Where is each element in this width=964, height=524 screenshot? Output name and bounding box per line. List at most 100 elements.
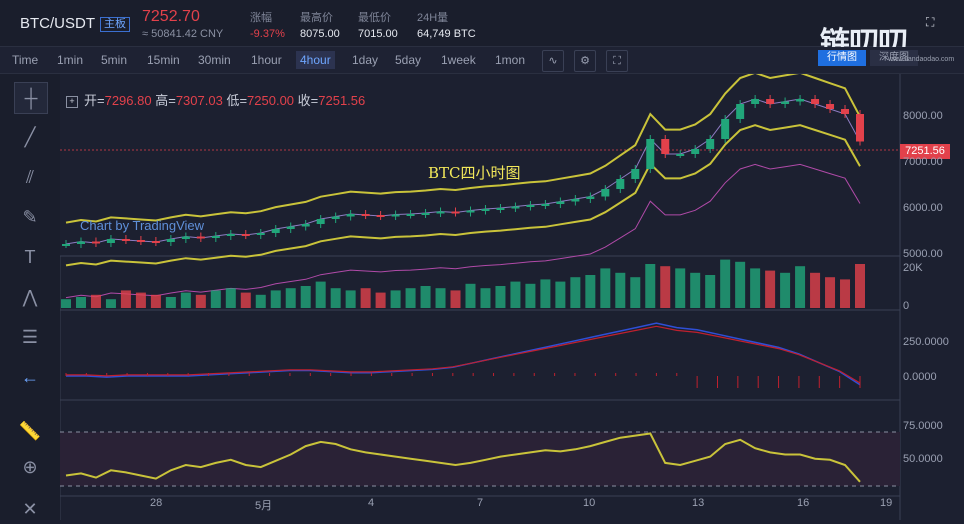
x-tick-16: 16 xyxy=(797,497,810,509)
candle-body xyxy=(406,214,415,216)
candle-body xyxy=(571,199,580,202)
candle-body xyxy=(76,241,85,244)
volume-bar xyxy=(585,275,596,308)
collapse-icon[interactable]: + xyxy=(66,95,78,108)
volume-bar xyxy=(555,281,566,308)
tradingview-watermark[interactable]: Chart by TradingView xyxy=(80,218,205,233)
candle-body xyxy=(721,119,730,139)
stat-low: 最低价 7015.00 xyxy=(358,12,398,40)
volume-bar xyxy=(480,288,491,308)
grid xyxy=(60,74,901,520)
volume-bar xyxy=(105,299,116,308)
candle-body xyxy=(841,109,850,114)
tf-1week[interactable]: 1week xyxy=(441,53,476,67)
candle-body xyxy=(556,201,565,204)
macd-line xyxy=(66,322,861,386)
candle-body xyxy=(616,179,625,189)
candle-body xyxy=(766,99,775,104)
remove-drawings-icon[interactable]: ✕ xyxy=(22,498,38,519)
volume-bar xyxy=(90,294,101,308)
volume-bar xyxy=(75,297,86,308)
tf-1min[interactable]: 1min xyxy=(57,53,84,67)
tab-depth-chart[interactable]: 深度图 xyxy=(870,50,918,66)
bb-upper xyxy=(65,74,861,224)
candle-body xyxy=(826,104,835,109)
price-tick-5000: 5000.00 xyxy=(903,248,943,260)
back-arrow-icon[interactable]: ← xyxy=(21,366,39,387)
volume-bar xyxy=(525,283,536,308)
tf-1mon[interactable]: 1mon xyxy=(495,53,526,67)
stat-change: 涨幅 -9.37% xyxy=(250,12,285,40)
pitchfork-tool-icon[interactable]: ⫽ xyxy=(25,166,35,187)
tf-15min[interactable]: 15min xyxy=(147,53,180,67)
candle-body xyxy=(106,239,115,243)
price-tick-7000: 7000.00 xyxy=(903,156,943,168)
volume-bars xyxy=(61,259,865,308)
candle-body xyxy=(661,139,670,154)
candle-body xyxy=(676,154,685,156)
volume-tick-20k: 20K xyxy=(903,262,923,274)
screenshot-icon[interactable]: ⛶ xyxy=(606,50,628,72)
x-tick-may: 5月 xyxy=(255,500,273,512)
fib-tool-icon[interactable]: ☰ xyxy=(21,326,39,347)
pair-name[interactable]: BTC/USDT xyxy=(20,15,95,32)
candle-body xyxy=(646,139,655,169)
candle-body xyxy=(481,209,490,211)
candle-body xyxy=(241,234,250,236)
timeframe-bar: Time 1min 5min 15min 30min 1hour 4hour 1… xyxy=(0,47,964,74)
indicator-icon[interactable]: ∿ xyxy=(542,50,564,72)
candle-body xyxy=(496,208,505,210)
trendline-tool-icon[interactable]: ╱ xyxy=(24,126,36,147)
tf-1hour[interactable]: 1hour xyxy=(251,53,282,67)
zoom-in-icon[interactable]: ⊕ xyxy=(22,456,38,477)
volume-bar xyxy=(510,281,521,308)
candle-body xyxy=(781,101,790,104)
stat-volume: 24H量 64,749 BTC xyxy=(417,12,476,40)
bb-lower xyxy=(65,124,861,267)
tf-5day[interactable]: 5day xyxy=(395,53,422,67)
tf-30min[interactable]: 30min xyxy=(198,53,231,67)
candle-body xyxy=(796,99,805,102)
volume-bar xyxy=(120,290,131,308)
volume-bar xyxy=(61,299,71,308)
text-tool-icon[interactable]: T xyxy=(24,246,36,267)
tf-1day[interactable]: 1day xyxy=(352,53,379,67)
ruler-tool-icon[interactable]: 📏 xyxy=(18,420,42,441)
chart-canvas[interactable] xyxy=(60,74,964,520)
ohlc-readout: + 开=7296.80 高=7307.03 低=7250.00 收=7251.56 xyxy=(66,90,365,109)
volume-bar xyxy=(315,281,326,308)
candle-body xyxy=(346,214,355,217)
candle-body xyxy=(691,149,700,154)
candle-body xyxy=(226,234,235,236)
price-panel-bg xyxy=(60,74,900,256)
volume-bar xyxy=(735,261,746,308)
volume-bar xyxy=(810,272,821,308)
candle-body xyxy=(91,241,100,244)
volume-bar xyxy=(570,277,581,308)
candle-body xyxy=(466,210,475,213)
brush-tool-icon[interactable]: ✎ xyxy=(22,206,38,227)
candle-body xyxy=(286,226,295,229)
tf-time[interactable]: Time xyxy=(12,53,39,67)
volume-bar xyxy=(825,277,836,308)
board-tag: 主板 xyxy=(100,17,130,32)
volume-bar xyxy=(255,294,266,308)
volume-bar xyxy=(630,277,641,308)
crosshair-tool-icon[interactable]: ┼ xyxy=(14,82,48,114)
price-tick-8000: 8000.00 xyxy=(903,110,943,122)
tf-4hour[interactable]: 4hour xyxy=(296,51,335,69)
volume-bar xyxy=(180,292,191,308)
tf-5min[interactable]: 5min xyxy=(101,53,128,67)
fullscreen-icon[interactable]: ⛶ xyxy=(926,15,935,29)
volume-bar xyxy=(300,286,311,308)
settings-icon[interactable]: ⚙ xyxy=(574,50,596,72)
volume-bar xyxy=(150,294,161,308)
pattern-tool-icon[interactable]: ⋀ xyxy=(22,286,38,307)
candle-body xyxy=(541,204,550,206)
tab-market-chart[interactable]: 行情图 xyxy=(818,50,866,66)
volume-bar xyxy=(225,288,236,308)
volume-bar xyxy=(750,268,761,308)
rsi-tick-75: 75.0000 xyxy=(903,420,943,432)
last-price: 7252.70 xyxy=(142,8,200,25)
price-tick-6000: 6000.00 xyxy=(903,202,943,214)
